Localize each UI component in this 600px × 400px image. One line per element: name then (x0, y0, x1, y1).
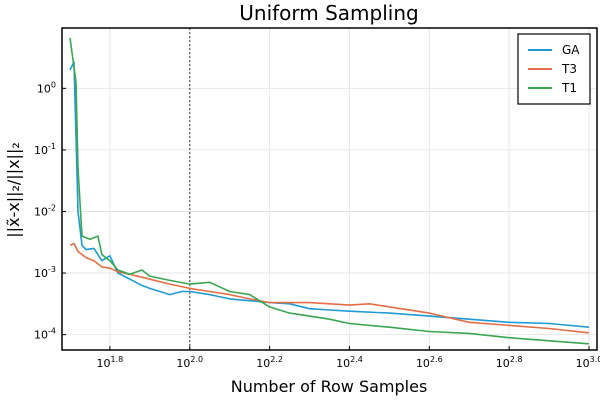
grid (62, 28, 597, 350)
y-tick-label: 10-3 (34, 265, 56, 280)
plot-frame (61, 27, 598, 351)
x-axis-label: Number of Row Samples (231, 377, 428, 396)
legend-label-t1: T1 (561, 81, 577, 95)
x-tick-label: 102.6 (416, 355, 443, 370)
series-line-ga (69, 61, 590, 328)
legend: GA T3 T1 (517, 33, 591, 105)
y-axis-label: ||x̃-x||₂/||x||₂ (4, 142, 23, 238)
y-tick-label: 10-2 (34, 203, 56, 218)
x-tick-label: 102.0 (176, 355, 203, 370)
series-layer (69, 37, 590, 345)
legend-label-t3: T3 (561, 62, 577, 76)
x-tick-label: 102.8 (496, 355, 523, 370)
legend-label-ga: GA (562, 43, 580, 57)
ticks: 101.8 102.0 102.2 102.4 102.6 102.8 103.0 100 10… (34, 80, 600, 370)
x-tick-label: 102.4 (336, 355, 363, 370)
x-tick-label: 102.2 (256, 355, 283, 370)
x-tick-label: 101.8 (97, 355, 124, 370)
series-line-t3 (69, 242, 590, 334)
y-tick-label: 100 (37, 80, 56, 95)
y-tick-label: 10-4 (34, 327, 56, 342)
x-tick-label: 103.0 (576, 355, 600, 370)
series-line-t1 (69, 37, 590, 345)
chart-title: Uniform Sampling (239, 1, 418, 25)
y-tick-label: 10-1 (34, 142, 56, 157)
